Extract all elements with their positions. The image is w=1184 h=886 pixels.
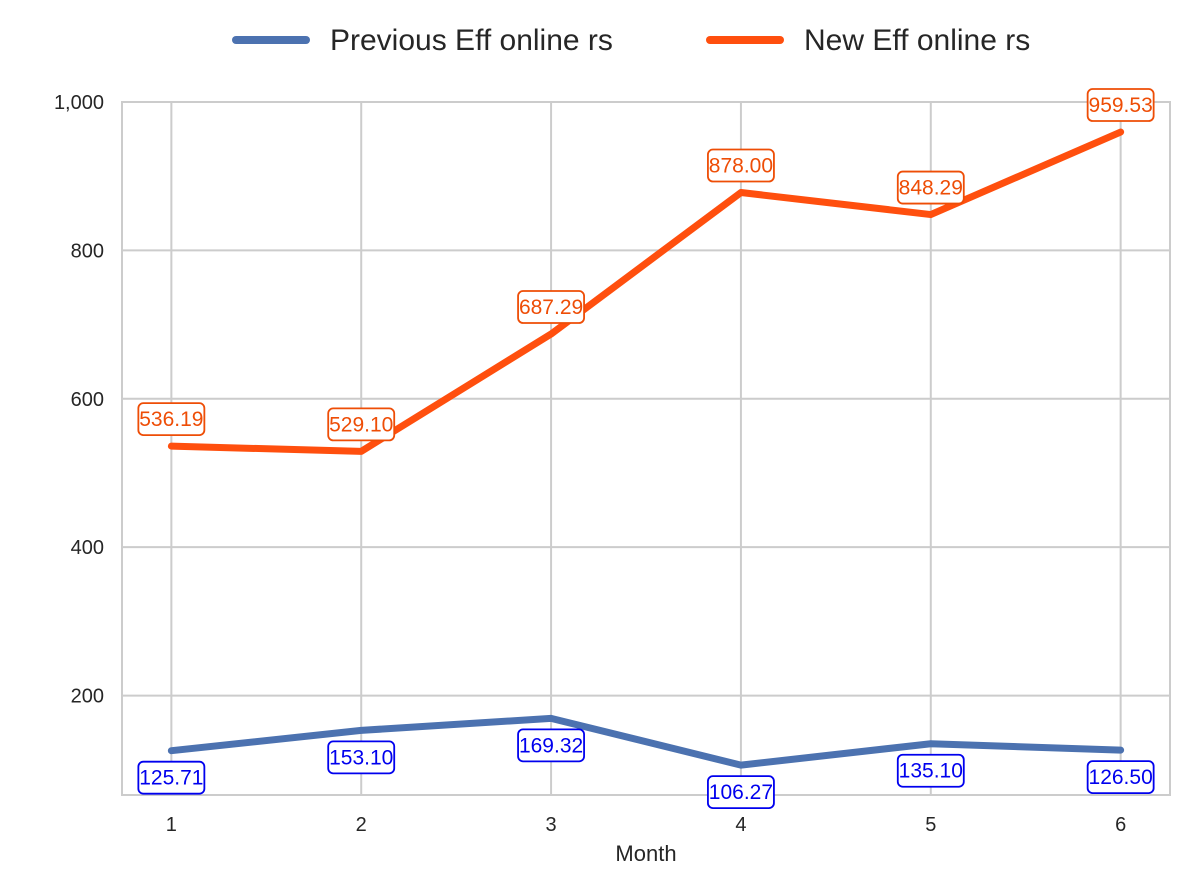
data-label-text: 848.29 (899, 177, 963, 200)
y-tick-label: 400 (71, 537, 104, 559)
data-label-text: 126.50 (1089, 766, 1153, 789)
data-label-series-1: 169.32 (517, 728, 585, 763)
data-label-box (1086, 88, 1155, 122)
data-label-box (896, 753, 965, 788)
data-label-text: 153.10 (329, 746, 393, 769)
data-label-text: 169.32 (519, 734, 583, 757)
legend-item-1: Previous Eff online rs (232, 24, 613, 57)
legend-label: Previous Eff online rs (330, 24, 613, 57)
data-label-text: 135.10 (899, 760, 963, 783)
y-tick-label: 200 (71, 686, 104, 708)
y-tick-label: 600 (71, 389, 104, 411)
data-label-box (137, 402, 206, 437)
x-tick-label: 4 (735, 814, 746, 836)
data-label-series-2: 878.00 (707, 148, 775, 183)
x-tick-label: 1 (166, 814, 177, 836)
y-tick-label: 1,000 (54, 92, 104, 114)
x-tick-label: 3 (546, 814, 557, 836)
axes: Month 200 400 600 800 1,000 1 2 3 4 5 6 (54, 92, 1126, 866)
data-label-text: 687.29 (519, 296, 583, 319)
data-label-series-2: 848.29 (896, 170, 965, 205)
data-label-series-2: 529.10 (327, 407, 396, 442)
data-label-box (327, 740, 396, 775)
data-label-series-1: 153.10 (327, 740, 396, 775)
data-label-box (517, 728, 585, 763)
data-label-series-1: 106.27 (707, 775, 775, 810)
data-label-series-2: 959.53 (1086, 88, 1155, 122)
data-label-text: 529.10 (329, 413, 393, 436)
plot-frame (121, 101, 1171, 796)
data-label-series-2: 536.19 (137, 402, 206, 437)
legend: Previous Eff online rs New Eff online rs (232, 24, 1030, 57)
data-label-box (1086, 760, 1155, 795)
data-label-box (327, 407, 396, 442)
x-axis-title: Month (615, 841, 676, 866)
data-label-box (517, 290, 585, 324)
x-tick-label: 6 (1115, 814, 1126, 836)
data-label-text: 106.27 (709, 781, 773, 804)
data-label-text: 959.53 (1089, 94, 1153, 117)
x-tick-label: 5 (925, 814, 936, 836)
x-tick-label: 2 (356, 814, 367, 836)
data-labels: 125.71 153.10 169.32 106.27 135.10 126.50 536.… (137, 88, 1155, 810)
data-label-text: 536.19 (139, 408, 203, 431)
series-lines (167, 128, 1125, 769)
data-label-box (137, 760, 206, 795)
data-label-text: 125.71 (139, 767, 203, 790)
series-line-2 (167, 128, 1125, 455)
series-line-1 (167, 714, 1125, 769)
data-label-box (707, 148, 775, 183)
data-label-series-1: 126.50 (1086, 760, 1155, 795)
data-label-text: 878.00 (709, 155, 773, 178)
data-label-series-1: 125.71 (137, 760, 206, 795)
y-tick-label: 800 (71, 240, 104, 262)
data-label-box (707, 775, 775, 810)
legend-item-2: New Eff online rs (706, 24, 1030, 57)
data-label-box (896, 170, 965, 205)
data-label-series-1: 135.10 (896, 753, 965, 788)
data-label-series-2: 687.29 (517, 290, 585, 324)
legend-label: New Eff online rs (804, 24, 1030, 57)
